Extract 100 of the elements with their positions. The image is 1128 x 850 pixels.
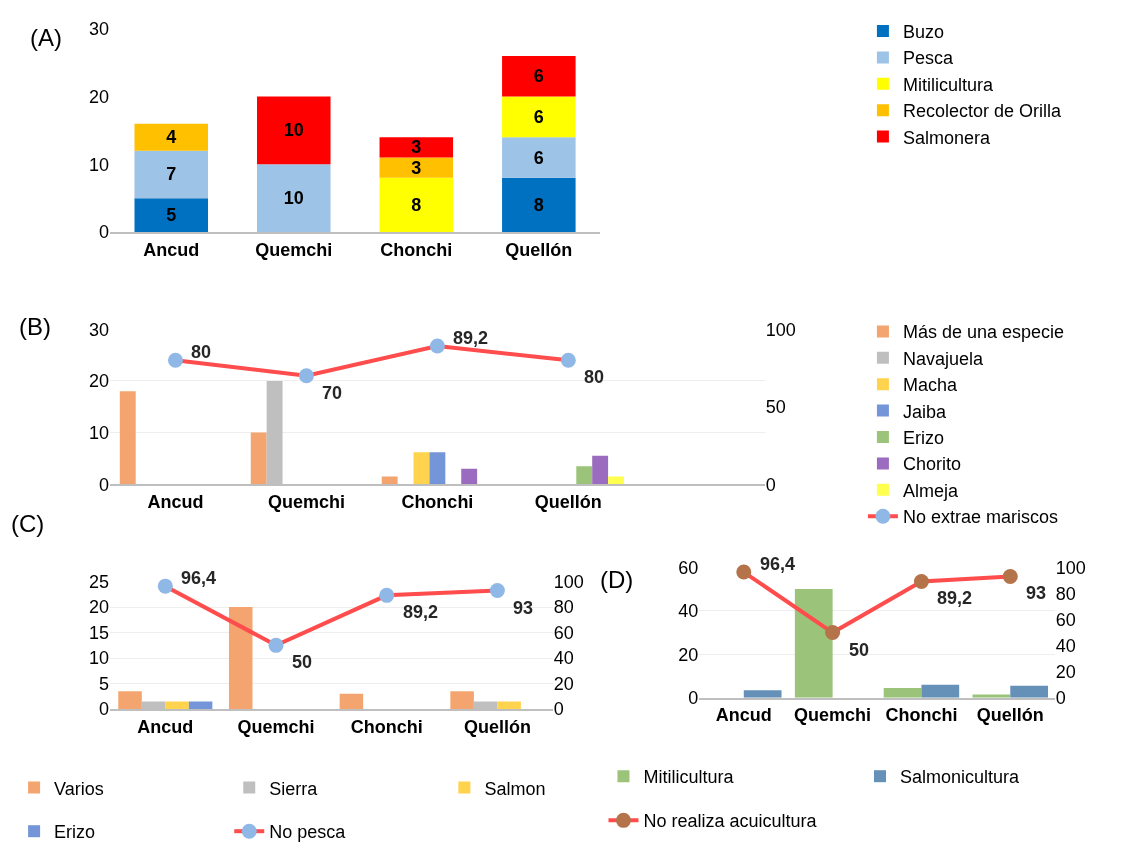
legend-label: Erizo (54, 822, 96, 843)
y-tick-label: 10 (88, 154, 109, 175)
point (379, 587, 395, 603)
data-label: 89,2 (937, 588, 973, 608)
y2-tick-label: 60 (553, 622, 574, 643)
legend-label: Almeja (902, 480, 959, 501)
legend-label: Varios (54, 778, 104, 799)
y-tick-label: 20 (88, 371, 109, 392)
legend-label: Jaiba (902, 401, 947, 422)
bar (250, 432, 267, 485)
x-tick-label: Chonchi (380, 239, 453, 260)
legend-label: Buzo (902, 22, 944, 43)
x-tick-label: Ancud (137, 716, 194, 737)
bar (450, 691, 474, 710)
y2-tick-label: 100 (1055, 557, 1086, 578)
data-label: 93 (513, 598, 534, 618)
x-tick-label: Quemchi (237, 716, 315, 737)
y2-tick-label: 80 (1055, 583, 1076, 604)
bar (119, 391, 136, 485)
legend-label: Pesca (902, 48, 954, 69)
y2-tick-label: 50 (765, 397, 786, 418)
point (736, 564, 752, 580)
y-tick-label: 20 (678, 644, 699, 665)
data-label: 89,2 (453, 328, 489, 348)
legend-label: Sierra (269, 778, 319, 799)
y2-tick-label: 20 (1055, 661, 1076, 682)
bar (608, 476, 624, 485)
x-tick-label: Chonchi (350, 716, 423, 737)
y2-tick-label: 0 (553, 699, 564, 720)
bar (134, 150, 208, 199)
legend-label: Mitilicultura (902, 74, 994, 95)
legend-label: Salmonera (902, 127, 991, 148)
bar (592, 455, 609, 485)
y-tick-label: 15 (88, 622, 109, 643)
y2-tick-label: 20 (553, 673, 574, 694)
bar (188, 701, 213, 710)
legend-label: Mitilicultura (643, 767, 735, 788)
bar (429, 452, 446, 485)
point (560, 352, 576, 368)
bar (502, 55, 576, 97)
bar (743, 690, 782, 698)
x-tick-label: Quemchi (794, 705, 872, 726)
data-label: 7 (166, 164, 177, 185)
y-tick-label: 30 (88, 19, 109, 40)
data-label: 89,2 (403, 602, 439, 622)
bar (576, 466, 593, 485)
data-label: 96,4 (760, 554, 796, 574)
legend-label: Erizo (902, 428, 944, 449)
bar (921, 684, 960, 698)
data-label: 10 (283, 120, 304, 141)
data-label: 80 (191, 342, 212, 362)
bar (165, 701, 189, 710)
y-tick-label: 20 (88, 597, 109, 618)
x-tick-label: Chonchi (401, 491, 474, 512)
y2-tick-label: 60 (1055, 609, 1076, 630)
y2-tick-label: 40 (553, 648, 574, 669)
point (1002, 568, 1018, 584)
legend-label: Macha (902, 375, 958, 396)
y-tick-label: 5 (98, 673, 109, 694)
point (268, 637, 284, 653)
bar (413, 452, 430, 485)
data-label: 3 (411, 157, 422, 178)
data-label: 6 (533, 66, 544, 87)
data-label: 50 (292, 652, 313, 672)
bar (228, 607, 253, 710)
data-label: 8 (533, 194, 544, 215)
legend-label: Chorito (902, 454, 961, 475)
x-tick-label: Quellón (976, 705, 1044, 726)
point (825, 625, 841, 641)
x-tick-label: Quemchi (255, 239, 333, 260)
chart-title: (D) (600, 566, 634, 593)
legend-label: Salmonicultura (899, 767, 1021, 788)
data-label: 5 (166, 205, 177, 226)
point (167, 352, 183, 368)
data-label: 4 (166, 127, 177, 148)
bar (339, 693, 364, 710)
bar (883, 687, 922, 698)
bar (134, 123, 208, 151)
bar (497, 701, 521, 710)
point (913, 573, 929, 589)
y-tick-label: 30 (88, 319, 109, 340)
data-label: 70 (322, 383, 343, 403)
bar (1010, 685, 1049, 698)
bar (381, 476, 398, 485)
bar (257, 164, 331, 233)
data-label: 6 (533, 106, 544, 127)
bar (379, 157, 454, 178)
y-tick-label: 0 (688, 688, 699, 709)
y-tick-label: 0 (98, 474, 109, 495)
bar (257, 96, 331, 165)
data-label: 50 (849, 640, 870, 660)
data-label: 3 (411, 137, 422, 158)
y2-tick-label: 100 (765, 319, 796, 340)
bar (794, 589, 833, 698)
y2-tick-label: 100 (553, 571, 584, 592)
data-label: 80 (584, 367, 605, 387)
y2-tick-label: 0 (765, 474, 776, 495)
y-tick-label: 0 (98, 222, 109, 243)
y-tick-label: 0 (98, 699, 109, 720)
x-tick-label: Chonchi (885, 705, 958, 726)
